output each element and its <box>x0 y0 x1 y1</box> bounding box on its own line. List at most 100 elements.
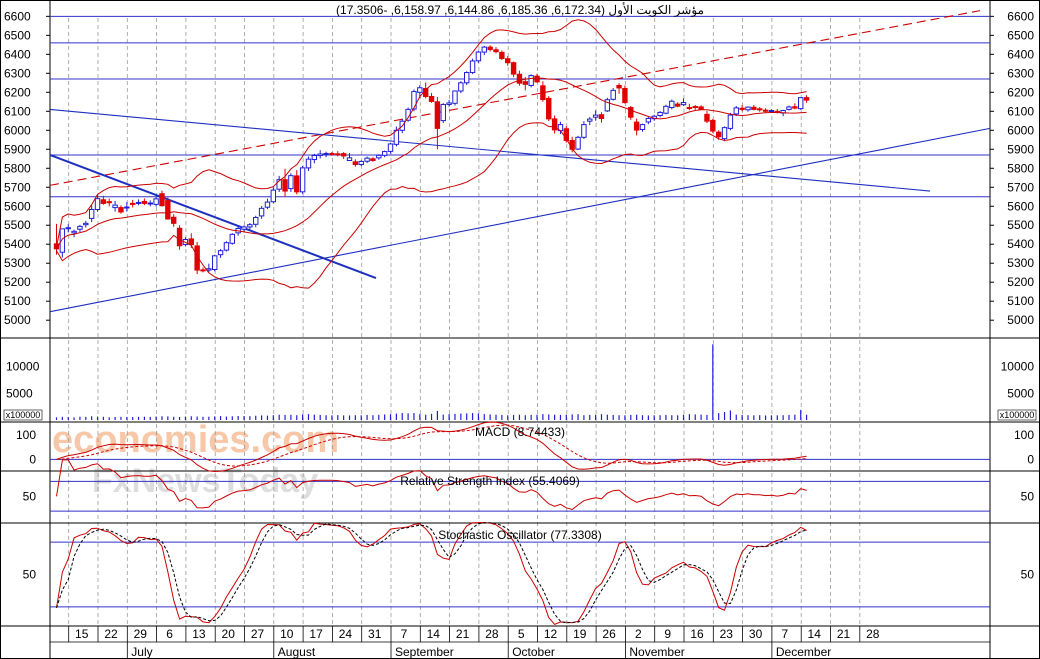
price-tick-label: 6100 <box>1007 104 1034 118</box>
candle-up <box>212 255 218 270</box>
price-tick-label: 5900 <box>1007 142 1034 156</box>
candle-up <box>528 75 534 86</box>
candle-down <box>510 62 517 75</box>
candle-down <box>129 202 136 205</box>
x-day-label: 2 <box>635 627 642 641</box>
price-tick-label: 5500 <box>4 218 31 232</box>
x-month-label: November <box>629 645 684 659</box>
price-tick-label: 6600 <box>4 9 31 23</box>
x-month-label: December <box>776 645 831 659</box>
price-tick-label: 5700 <box>4 180 31 194</box>
candle-down <box>106 201 112 204</box>
x-day-label: 12 <box>544 627 558 641</box>
candle-up <box>604 99 611 112</box>
x-day-label: 6 <box>166 627 173 641</box>
price-tick-label: 5900 <box>4 142 31 156</box>
price-tick-label: 5300 <box>4 256 31 270</box>
candle-up <box>481 46 487 53</box>
candle-up <box>206 268 212 271</box>
x-month-label: October <box>512 645 555 659</box>
x-month-label: September <box>395 645 454 659</box>
stochastic-tick-label: 50 <box>23 568 37 582</box>
candle-up <box>387 143 394 152</box>
price-tick-label: 5000 <box>1007 313 1034 327</box>
price-tick-label: 5800 <box>1007 161 1034 175</box>
candle-up <box>305 158 312 169</box>
candle-up <box>59 228 66 253</box>
price-tick-label: 6200 <box>1007 85 1034 99</box>
x-day-label: 24 <box>339 627 353 641</box>
candle-up <box>411 91 417 110</box>
price-tick-label: 6300 <box>4 66 31 80</box>
candle-up <box>288 175 294 190</box>
volume-bars <box>55 344 808 420</box>
stochastic-k-line <box>56 521 807 625</box>
x-day-label: 21 <box>456 627 470 641</box>
candle-up <box>663 105 669 114</box>
candle-down <box>692 106 698 109</box>
x-day-label: 22 <box>104 627 118 641</box>
chart-header: مؤشر الكويت الأول (6,172.34, 6,185.36, 6… <box>336 2 704 17</box>
candle-up <box>112 204 118 209</box>
candle-up <box>469 60 476 74</box>
price-tick-label: 5800 <box>4 161 31 175</box>
x-day-label: 14 <box>808 627 822 641</box>
candle-down <box>487 46 493 51</box>
volume-unit-box <box>997 409 1037 421</box>
x-day-label: 15 <box>75 627 89 641</box>
candle-up <box>317 153 323 157</box>
candle-up <box>270 189 277 203</box>
candle-up <box>153 198 159 205</box>
candle-down <box>757 108 763 111</box>
candle-up <box>217 250 224 256</box>
candle-up <box>88 208 95 219</box>
candle-down <box>428 95 435 102</box>
price-tick-label: 5300 <box>1007 256 1034 270</box>
x-day-label: 31 <box>368 627 382 641</box>
candle-down <box>751 106 757 110</box>
candle-up <box>147 202 153 205</box>
candle-up <box>311 155 318 161</box>
price-tick-label: 5700 <box>1007 180 1034 194</box>
bollinger-middle <box>56 77 807 250</box>
stochastic-d-line <box>56 522 807 624</box>
x-day-label: 7 <box>782 627 789 641</box>
candle-down <box>159 193 165 207</box>
candle-down <box>118 207 124 213</box>
x-day-label: 20 <box>222 627 236 641</box>
price-tick-label: 6400 <box>1007 47 1034 61</box>
x-day-label: 5 <box>518 627 525 641</box>
candle-up <box>452 90 458 104</box>
x-day-label: 29 <box>134 627 148 641</box>
candle-down <box>715 131 722 138</box>
candle-down <box>200 269 206 272</box>
macd-tick-label: 0 <box>29 452 36 466</box>
candle-up <box>639 124 646 131</box>
x-day-label: 23 <box>720 627 734 641</box>
x-month-label: July <box>131 645 152 659</box>
candle-up <box>464 72 470 84</box>
candle-down <box>493 49 499 53</box>
x-day-label: 9 <box>664 627 671 641</box>
price-tick-label: 5400 <box>1007 237 1034 251</box>
candle-down <box>704 113 710 122</box>
dashed-trendline <box>49 10 981 186</box>
candle-down <box>171 216 177 224</box>
ohlc-text: 6,172.34, 6,185.36, 6,144.86, 6,158.97, … <box>340 3 601 17</box>
candle-up <box>94 198 101 210</box>
price-tick-label: 5400 <box>4 237 31 251</box>
candle-down <box>563 128 570 142</box>
candle-up <box>575 136 581 150</box>
candle-down <box>598 114 605 120</box>
indicator-lines <box>50 19 990 625</box>
stochastic-tick-label: 50 <box>1021 568 1035 582</box>
candle-up <box>581 124 587 138</box>
candle-up <box>680 102 687 106</box>
candle-down <box>698 106 704 110</box>
candle-up <box>223 242 230 251</box>
candle-down <box>628 107 634 118</box>
candle-down <box>282 179 288 192</box>
macd-tick-label: 100 <box>16 428 36 442</box>
candle-up <box>241 226 247 230</box>
